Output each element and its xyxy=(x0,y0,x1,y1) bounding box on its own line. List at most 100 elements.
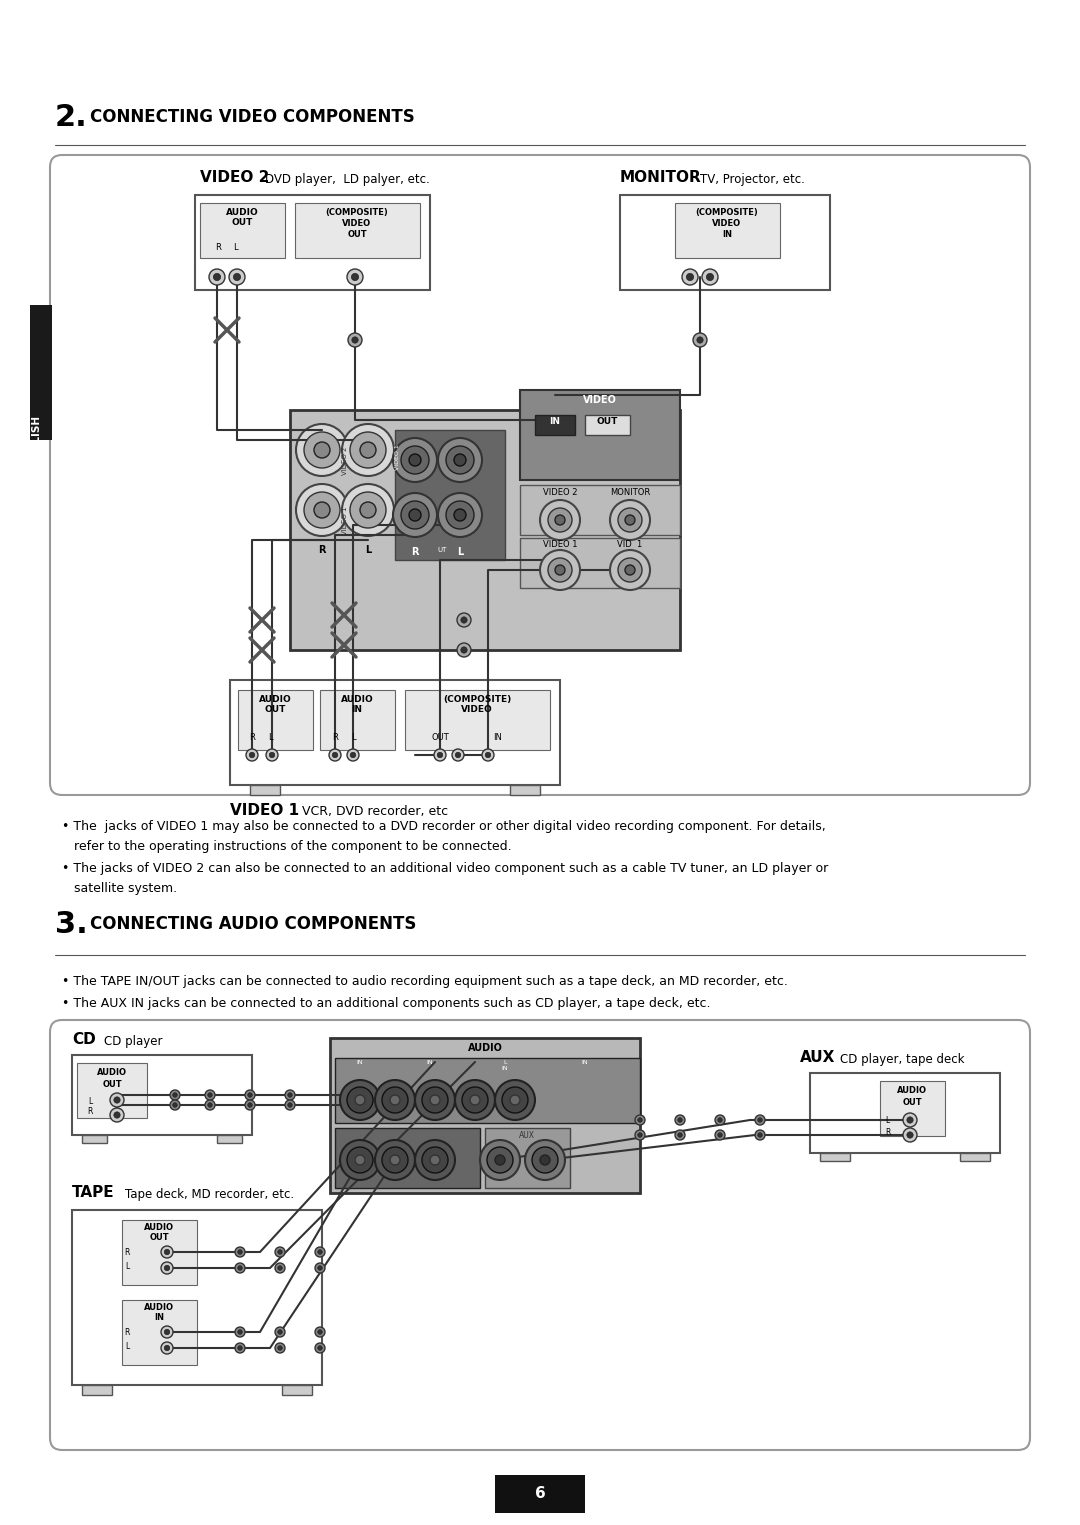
Circle shape xyxy=(249,752,255,758)
Circle shape xyxy=(635,1115,645,1125)
Circle shape xyxy=(315,1327,325,1337)
Circle shape xyxy=(457,613,471,627)
Circle shape xyxy=(342,424,394,476)
Bar xyxy=(217,1135,242,1144)
Bar xyxy=(295,203,420,258)
Circle shape xyxy=(296,483,348,535)
Circle shape xyxy=(470,1095,480,1106)
Circle shape xyxy=(235,1327,245,1337)
Bar xyxy=(510,785,540,795)
Circle shape xyxy=(702,268,718,285)
Text: R: R xyxy=(124,1328,130,1337)
Text: AUX: AUX xyxy=(800,1051,835,1064)
Circle shape xyxy=(347,749,359,761)
Circle shape xyxy=(245,1090,255,1100)
Circle shape xyxy=(903,1128,917,1142)
Text: • The TAPE IN/OUT jacks can be connected to audio recording equipment such as a : • The TAPE IN/OUT jacks can be connected… xyxy=(62,974,788,988)
Circle shape xyxy=(161,1327,173,1337)
Circle shape xyxy=(348,332,362,348)
Circle shape xyxy=(438,438,482,482)
Circle shape xyxy=(318,1345,322,1350)
Text: IN: IN xyxy=(427,1060,433,1064)
Circle shape xyxy=(314,442,330,457)
Circle shape xyxy=(675,1130,685,1141)
Text: CONNECTING VIDEO COMPONENTS: CONNECTING VIDEO COMPONENTS xyxy=(90,108,415,127)
Text: AUDIO: AUDIO xyxy=(144,1223,174,1232)
Circle shape xyxy=(235,1263,245,1273)
Text: L: L xyxy=(233,242,238,252)
Circle shape xyxy=(485,752,490,758)
Text: TAPE: TAPE xyxy=(72,1185,114,1200)
Bar xyxy=(519,485,680,535)
Circle shape xyxy=(638,1133,643,1138)
Circle shape xyxy=(275,1263,285,1273)
Bar xyxy=(485,1128,570,1188)
Text: AUDIO: AUDIO xyxy=(897,1086,927,1095)
Circle shape xyxy=(375,1080,415,1119)
Circle shape xyxy=(434,749,446,761)
Circle shape xyxy=(351,273,359,281)
Circle shape xyxy=(340,1141,380,1180)
Circle shape xyxy=(438,493,482,537)
Text: L: L xyxy=(268,734,272,743)
Circle shape xyxy=(318,1330,322,1334)
Bar xyxy=(320,689,395,750)
Circle shape xyxy=(638,1118,643,1122)
Circle shape xyxy=(275,1327,285,1337)
Bar xyxy=(335,1058,640,1122)
Circle shape xyxy=(266,749,278,761)
Text: L: L xyxy=(351,734,355,743)
Text: R: R xyxy=(249,734,255,743)
Text: R: R xyxy=(215,242,221,252)
Text: VIDEO 1: VIDEO 1 xyxy=(543,540,577,549)
Circle shape xyxy=(681,268,698,285)
Bar xyxy=(675,203,780,258)
Text: AUDIO
OUT: AUDIO OUT xyxy=(258,695,292,714)
Text: AUDIO: AUDIO xyxy=(144,1302,174,1312)
Circle shape xyxy=(610,500,650,540)
Circle shape xyxy=(238,1345,242,1350)
Circle shape xyxy=(675,1115,685,1125)
Circle shape xyxy=(275,1247,285,1257)
Circle shape xyxy=(540,551,580,590)
Circle shape xyxy=(437,752,443,758)
Text: VIDEO 1: VIDEO 1 xyxy=(395,444,400,470)
Text: AUX: AUX xyxy=(519,1132,535,1141)
Text: CONNECTING AUDIO COMPONENTS: CONNECTING AUDIO COMPONENTS xyxy=(90,915,417,933)
Circle shape xyxy=(678,1118,683,1122)
Circle shape xyxy=(532,1147,558,1173)
Text: • The  jacks of VIDEO 1 may also be connected to a DVD recorder or other digital: • The jacks of VIDEO 1 may also be conne… xyxy=(62,820,826,833)
Circle shape xyxy=(375,1141,415,1180)
Text: satellite system.: satellite system. xyxy=(62,881,177,895)
Text: AUDIO
IN: AUDIO IN xyxy=(340,695,374,714)
Circle shape xyxy=(903,1113,917,1127)
Circle shape xyxy=(415,1141,455,1180)
Circle shape xyxy=(454,509,465,522)
Circle shape xyxy=(347,1147,373,1173)
Circle shape xyxy=(350,752,355,758)
Text: MONITOR: MONITOR xyxy=(620,169,702,185)
Circle shape xyxy=(164,1266,170,1270)
Circle shape xyxy=(350,432,386,468)
Circle shape xyxy=(555,564,565,575)
Bar xyxy=(291,410,680,650)
Circle shape xyxy=(205,1090,215,1100)
Bar xyxy=(122,1299,197,1365)
Circle shape xyxy=(446,502,474,529)
Circle shape xyxy=(355,1095,365,1106)
Text: (COMPOSITE)
VIDEO
IN: (COMPOSITE) VIDEO IN xyxy=(696,207,758,239)
Circle shape xyxy=(113,1096,120,1103)
Circle shape xyxy=(755,1115,765,1125)
Circle shape xyxy=(360,502,376,518)
Circle shape xyxy=(907,1132,914,1138)
Circle shape xyxy=(430,1154,440,1165)
Text: AUDIO
OUT: AUDIO OUT xyxy=(226,207,258,227)
Text: IN: IN xyxy=(494,734,502,743)
Circle shape xyxy=(390,1095,400,1106)
Bar xyxy=(519,390,680,480)
Text: R: R xyxy=(124,1247,130,1257)
Circle shape xyxy=(303,432,340,468)
Text: VIDEO 2: VIDEO 2 xyxy=(200,169,269,185)
Circle shape xyxy=(382,1087,408,1113)
Bar xyxy=(82,1135,107,1144)
